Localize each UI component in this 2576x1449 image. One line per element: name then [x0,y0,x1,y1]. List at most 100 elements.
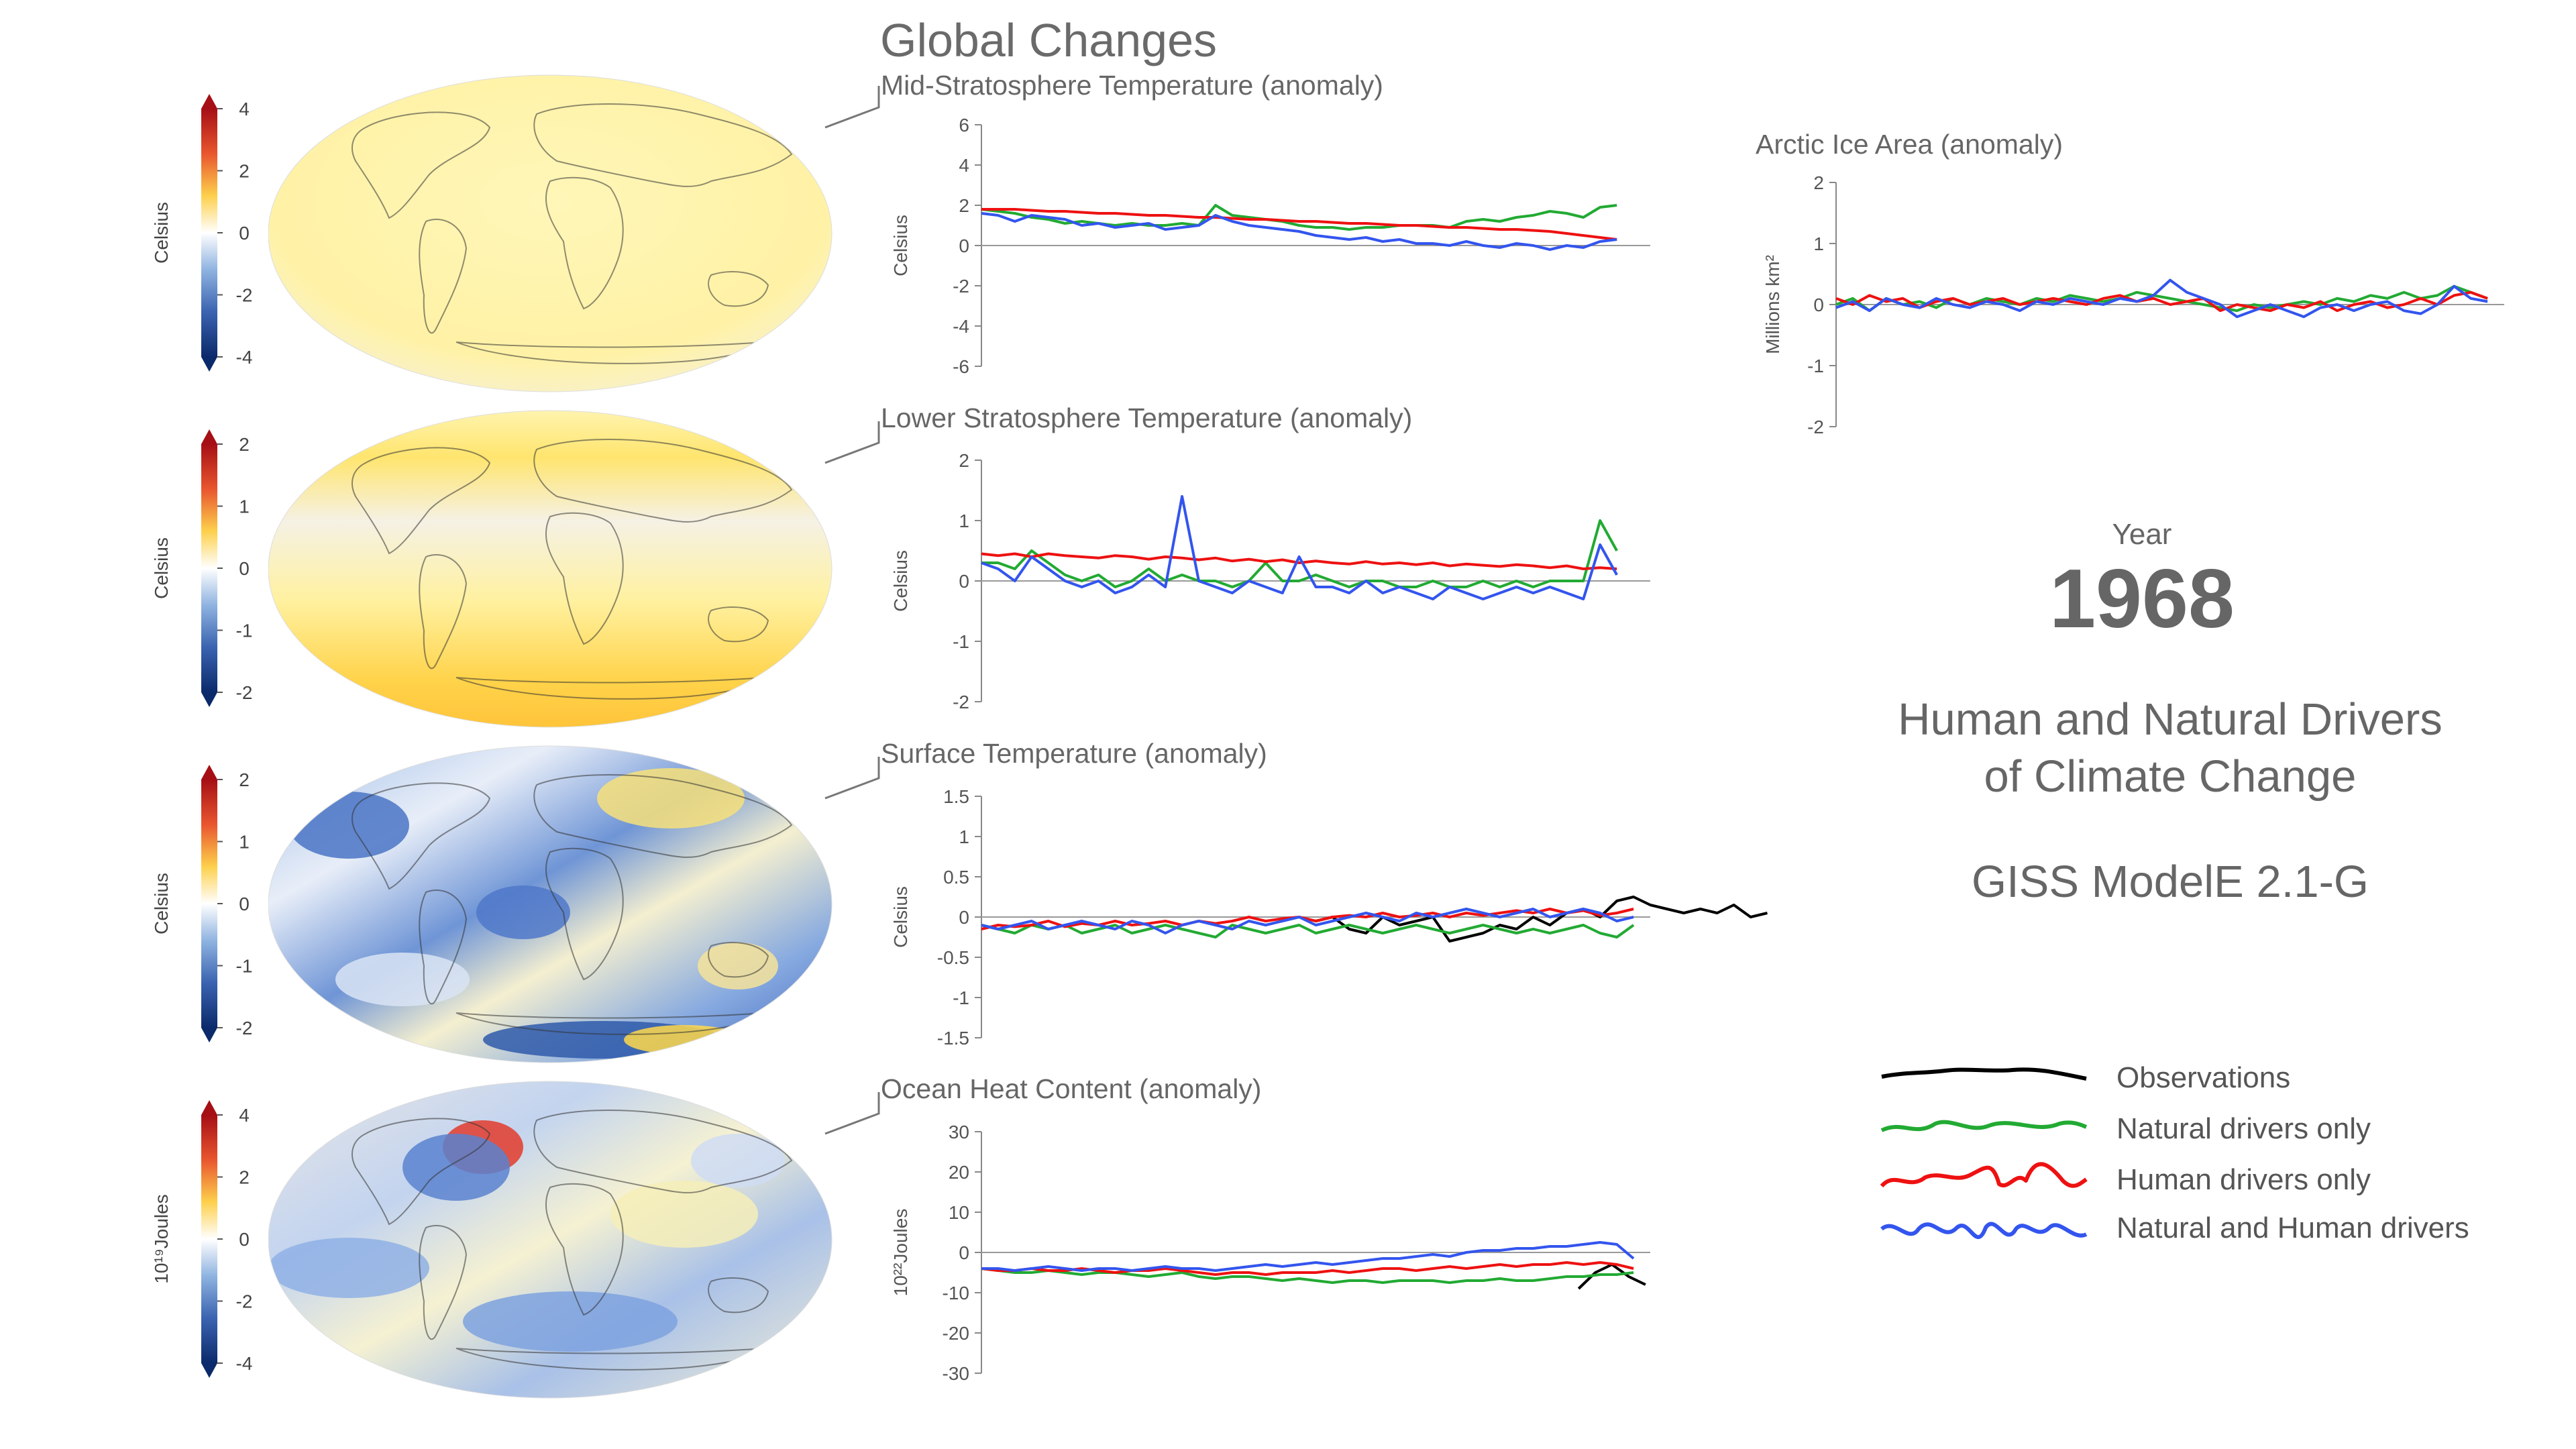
colorbar-tick-label: -4 [236,1353,253,1374]
y-tick-label: 1 [959,826,969,847]
map-anomaly-patch [335,953,470,1006]
y-axis-label: 10²²Joules [890,1209,911,1297]
y-axis-label: Celsius [890,550,911,612]
colorbar [201,780,217,1028]
y-tick-label: -1 [953,987,969,1008]
y-tick-label: 0 [1813,294,1824,315]
colorbar-tick-label: 2 [239,1167,250,1188]
colorbar-tick-label: -2 [236,285,253,306]
legend-label-natural-human: Natural and Human drivers [2116,1212,2469,1244]
colorbar-unit-label: Celsius [154,202,172,264]
legend-swatch-natural-and-human-drivers [1880,1222,2088,1240]
connector-1 [824,86,880,129]
map-anomaly-patch [691,1134,785,1187]
map-field [268,75,832,392]
y-tick-label: 0 [959,907,969,928]
subtitle-line-1: Human and Natural Drivers [1898,694,2443,745]
colorbar-top-arrow [201,429,217,444]
colorbar-tick-label: 1 [239,832,250,853]
colorbar-tick-label: 4 [239,99,250,119]
map-border [268,1081,833,1399]
y-tick-label: 2 [959,450,969,471]
y-tick-label: -2 [953,276,969,297]
map-anomaly-patch [402,1134,510,1201]
connector-2 [824,421,880,464]
continent-outline [533,774,793,858]
chart-title-surface-temperature: Surface Temperature (anomaly) [881,738,1267,769]
colorbar-tick-label: 2 [239,434,250,455]
colorbar [201,109,217,357]
y-tick-label: -1 [953,631,969,652]
y-tick-label: 6 [959,115,969,136]
legend-label-human: Human drivers only [2116,1163,2371,1196]
series-line-natural-drivers-only [981,519,1618,588]
colorbar-top-arrow [201,1100,217,1115]
map-anomaly-patch [463,1291,678,1352]
y-tick-label: 0 [959,571,969,592]
continent-outline [708,271,769,307]
continent-outline [533,1110,793,1193]
y-tick-label: 4 [959,155,969,176]
series-line-natural-and-human-drivers [1835,278,2488,319]
continent-outline [708,1277,769,1313]
y-tick-label: 2 [1813,172,1824,193]
connector-lines [824,86,880,1135]
colorbar-unit-label: Celsius [154,873,172,934]
legend-swatches [1880,1067,2088,1240]
legend-swatch-observations [1881,1067,2087,1081]
y-tick-label: -0.5 [937,947,969,968]
continent-outline [708,942,769,978]
map-border [268,745,833,1063]
series-line-human-drivers-only [1835,290,2488,313]
series-line-natural-and-human-drivers [981,908,1634,934]
y-tick-label: 2 [959,195,969,216]
connector-3 [824,757,880,800]
y-tick-label: -2 [1807,417,1824,437]
series-line-natural-and-human-drivers [981,212,1617,251]
continent-outline [419,218,468,334]
continent-outline [419,553,468,669]
y-tick-label: -30 [943,1363,969,1384]
chart-2: 1.5 1 0.5 0 -0.5 -1 -1.5 Celsius [890,786,1768,1049]
map-field [268,411,832,727]
chart-0: 6 4 2 0 -2 -4 -6 Celsius [890,115,1650,377]
series-line-natural-drivers-only [1835,284,2488,313]
series-line-observations [1316,896,1768,943]
map-border [268,74,833,392]
map-anomaly-patch [698,943,778,989]
legend-swatch-human-drivers-only [1880,1162,2088,1188]
series-line-human-drivers-only [981,552,1617,570]
chart-1: 2 1 0 -1 -2 Celsius [890,450,1650,712]
chart-4: 2 1 0 -1 -2 Millions km² [1762,172,2504,437]
continent-outline [352,447,491,555]
continent-outline [533,439,793,523]
y-axis-label: Celsius [890,215,911,276]
map-anomaly-patch [597,768,745,828]
map-anomaly-patch [610,1181,758,1248]
continent-outline [708,606,769,643]
y-tick-label: -10 [943,1283,969,1303]
continent-outline [545,176,624,310]
y-tick-label: 30 [949,1122,969,1142]
continent-outline [352,782,491,890]
colorbar-unit-label: 10¹⁹Joules [154,1194,172,1283]
colorbars: 4 2 0 -2 -4 Celsius 2 1 0 -1 -2 Celsius 2 1 0 -1 -2 Celsi… [154,94,253,1378]
colorbar-tick-label: 0 [239,223,250,244]
subtitle-line-2: of Climate Change [1984,751,2357,802]
colorbar-tick-label: 2 [239,161,250,182]
y-tick-label: -4 [953,316,969,337]
chart-title-mid-stratosphere: Mid-Stratosphere Temperature (anomaly) [881,70,1383,101]
y-tick-label: 20 [949,1162,969,1183]
continent-outline [352,1118,491,1226]
colorbar-tick-label: -2 [236,682,253,703]
y-axis-label: Celsius [890,886,911,948]
y-tick-label: 1.5 [943,786,969,807]
colorbar-unit-label: Celsius [154,537,172,599]
continent-outline [533,103,793,187]
colorbar-tick-label: 1 [239,496,250,517]
continent-outline [352,111,491,219]
colorbar-tick-label: -4 [236,347,253,368]
continent-outline [545,1183,624,1316]
year-value: 1968 [2049,553,2235,645]
